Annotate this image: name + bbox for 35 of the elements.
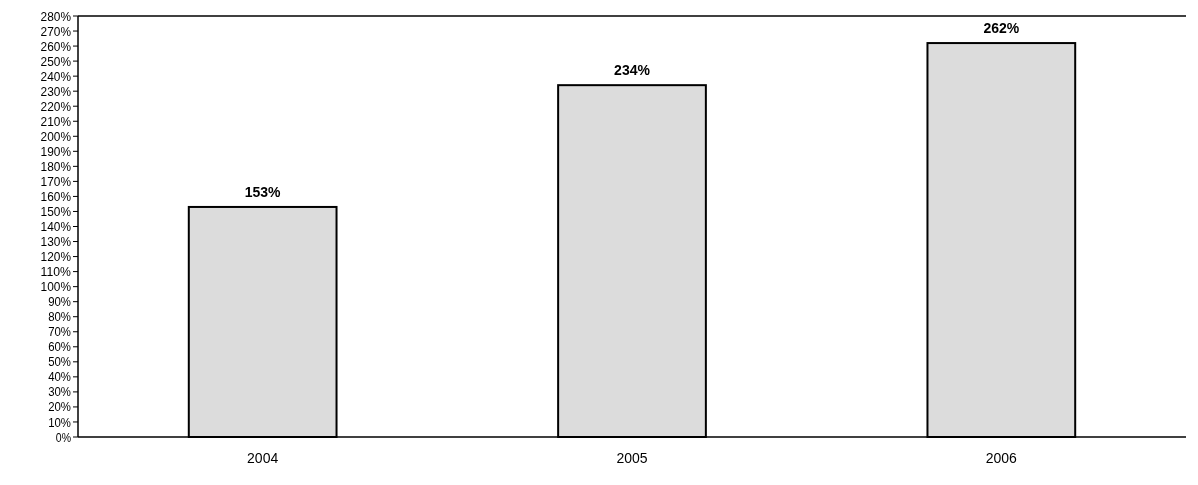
y-tick-label: 110%	[40, 264, 73, 280]
data-label: 153%	[244, 183, 282, 200]
y-tick-label: 190%	[40, 143, 74, 159]
y-tick-label: 280%	[40, 8, 74, 24]
y-tick-label: 170%	[40, 173, 74, 189]
y-tick-label: 220%	[40, 98, 74, 114]
x-tick-label: 2006	[985, 450, 1018, 466]
y-tick-label: 30%	[48, 384, 75, 400]
y-tick-label: 40%	[48, 369, 75, 385]
y-tick-label: 100%	[40, 279, 74, 295]
y-tick-label: 250%	[40, 53, 74, 69]
data-label: 262%	[983, 20, 1020, 37]
y-tick-label: 240%	[40, 68, 74, 84]
y-tick-label: 0%	[55, 429, 75, 445]
y-tick-label: 160%	[40, 188, 74, 204]
y-tick-label: 120%	[40, 249, 74, 265]
y-tick-label: 210%	[40, 113, 74, 129]
y-tick-label: 140%	[40, 219, 74, 235]
x-tick-label: 2005	[616, 450, 648, 466]
y-tick-label: 180%	[40, 158, 74, 174]
x-tick-label: 2004	[247, 450, 279, 466]
y-tick-label: 150%	[40, 204, 74, 220]
y-tick-label: 260%	[40, 38, 74, 54]
y-tick-label: 90%	[48, 294, 75, 310]
y-tick-label: 60%	[48, 339, 75, 355]
data-label: 234%	[614, 62, 651, 79]
y-tick-label: 230%	[40, 83, 74, 99]
y-tick-label: 270%	[40, 23, 74, 39]
y-tick-label: 80%	[48, 309, 75, 325]
y-tick-label: 50%	[48, 354, 75, 370]
y-tick-label: 200%	[40, 128, 74, 144]
y-tick-label: 10%	[48, 414, 75, 430]
y-tick-label: 20%	[48, 399, 75, 415]
y-tick-label: 130%	[40, 234, 74, 250]
y-tick-label: 70%	[48, 324, 75, 340]
